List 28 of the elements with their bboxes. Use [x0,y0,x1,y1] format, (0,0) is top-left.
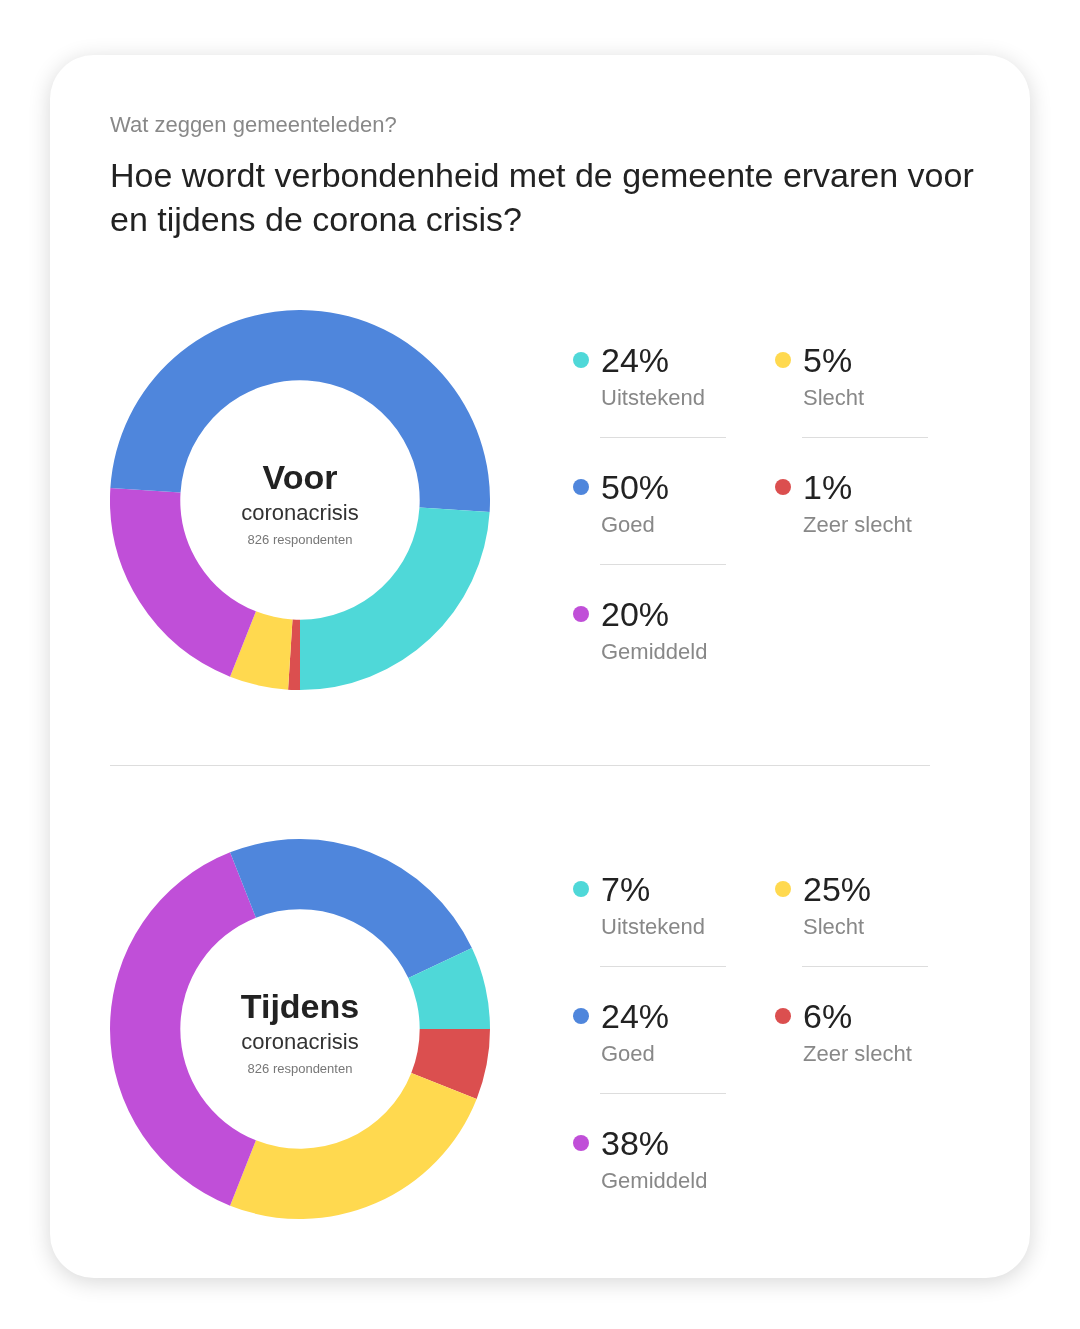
legend-label: Zeer slecht [803,511,912,539]
data-label: 38% [601,1123,670,1164]
text: Voor [261,457,339,498]
data-label: 24% [601,996,670,1037]
legend-label: Zeer slecht [803,1040,912,1068]
legend-label: Goed [601,511,655,539]
legend-label: Goed [601,1040,655,1068]
data-label: 7% [601,869,651,910]
legend-label: Uitstekend [601,384,705,412]
legend-label: Slecht [803,384,865,412]
data-label: 24% [601,340,670,381]
text: Tijdens [239,986,361,1027]
legend-label: Gemiddeld [601,638,708,666]
data-label: 6% [803,996,853,1037]
data-label: 5% [803,340,853,381]
text: coronacrisis [240,499,360,527]
chart-subtitle: Wat zeggen gemeenteleden? [110,112,397,138]
legend-label: Gemiddeld [601,1167,708,1195]
data-label: 50% [601,467,670,508]
legend-label: Uitstekend [601,913,705,941]
chart-title: Hoe wordt verbondenheid met de gemeente ervaren voor en tijdens de corona crisis? [110,155,975,240]
data-label: 20% [601,594,670,635]
data-label: 25% [803,869,872,910]
text: coronacrisis [240,1028,360,1056]
text: 826 respondenten [246,1060,354,1078]
data-label: 1% [803,467,853,508]
legend-label: Slecht [803,913,865,941]
text: 826 respondenten [246,531,354,549]
